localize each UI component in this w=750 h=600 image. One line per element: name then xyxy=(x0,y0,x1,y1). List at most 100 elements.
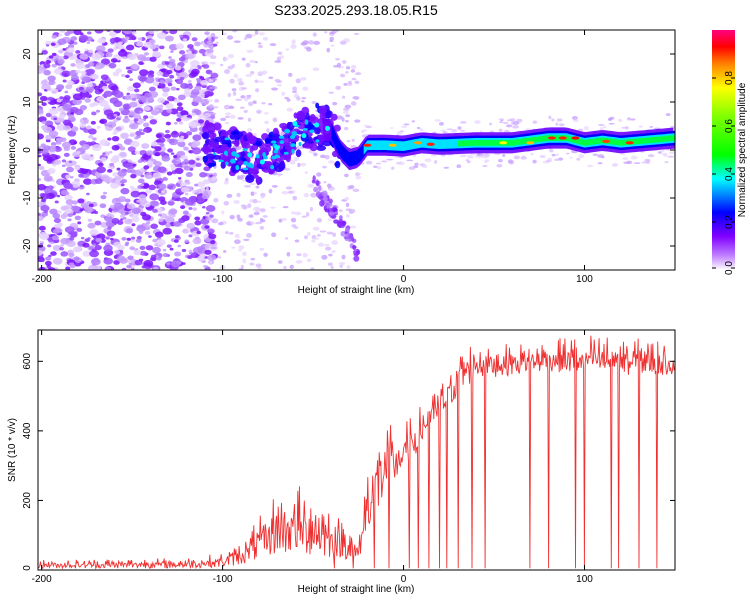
noise-speckle xyxy=(290,217,297,223)
noise-speckle xyxy=(109,237,114,241)
noise-speckle xyxy=(184,239,190,243)
ridge-core-blob xyxy=(270,140,277,144)
ridge-blob xyxy=(215,147,223,154)
noise-speckle xyxy=(512,125,520,129)
noise-speckle xyxy=(376,166,382,170)
noise-speckle xyxy=(599,127,604,131)
noise-speckle xyxy=(157,63,165,70)
noise-speckle xyxy=(98,99,109,107)
noise-speckle xyxy=(156,32,167,40)
noise-speckle xyxy=(45,260,52,266)
noise-speckle xyxy=(156,256,162,261)
noise-speckle xyxy=(107,168,113,173)
noise-speckle xyxy=(249,59,256,64)
colorbar: 0.0 0.2 0.4 0.6 0.8 Normalized spectral ampl… xyxy=(712,30,748,275)
noise-speckle xyxy=(38,154,42,158)
noise-speckle xyxy=(242,258,247,264)
noise-speckle xyxy=(159,151,167,156)
noise-speckle xyxy=(170,50,174,53)
spectrogram-y-label: Frequency (Hz) xyxy=(7,116,18,185)
noise-speckle xyxy=(355,175,362,180)
noise-speckle xyxy=(411,120,415,123)
noise-speckle xyxy=(206,35,212,39)
spur-blob xyxy=(337,222,343,226)
noise-speckle xyxy=(81,143,90,151)
noise-speckle xyxy=(166,69,173,75)
noise-speckle xyxy=(165,121,172,126)
colorbar-tick-label: 0.0 xyxy=(724,261,735,275)
noise-speckle xyxy=(94,178,103,185)
noise-speckle xyxy=(225,231,229,235)
noise-speckle xyxy=(164,61,170,65)
noise-speckle xyxy=(38,178,42,182)
noise-speckle xyxy=(237,175,241,180)
noise-speckle xyxy=(125,74,130,79)
noise-speckle xyxy=(304,235,308,240)
noise-speckle xyxy=(328,91,334,94)
x-tick-label: 100 xyxy=(576,274,593,285)
noise-speckle xyxy=(48,130,59,138)
noise-speckle xyxy=(177,244,182,248)
noise-speckle xyxy=(188,207,193,210)
noise-speckle xyxy=(399,130,405,133)
noise-speckle xyxy=(116,220,124,225)
snr-y-label: SNR (10 * v/v) xyxy=(7,418,18,482)
noise-speckle xyxy=(110,85,119,92)
x-tick-label: -200 xyxy=(32,574,52,585)
noise-speckle xyxy=(233,200,240,204)
noise-speckle xyxy=(124,218,133,225)
noise-speckle xyxy=(380,160,388,163)
noise-speckle xyxy=(243,37,248,40)
ridge-core-blob xyxy=(315,139,320,143)
noise-speckle xyxy=(209,47,214,50)
spur-blob xyxy=(313,186,319,193)
noise-speckle xyxy=(170,260,181,268)
noise-speckle xyxy=(205,216,212,221)
noise-speckle xyxy=(196,78,201,81)
noise-speckle xyxy=(434,119,441,122)
spur-blob xyxy=(344,227,350,232)
noise-speckle xyxy=(247,117,252,122)
noise-speckle xyxy=(178,57,186,62)
noise-speckle xyxy=(250,71,255,75)
ridge-blob xyxy=(207,126,216,134)
noise-speckle xyxy=(254,30,259,35)
noise-speckle xyxy=(277,172,282,177)
spur-blob xyxy=(340,230,347,237)
noise-speckle xyxy=(60,237,70,245)
noise-speckle xyxy=(53,159,62,165)
noise-speckle xyxy=(338,209,343,212)
noise-speckle xyxy=(129,101,138,108)
noise-speckle xyxy=(46,87,52,92)
noise-speckle xyxy=(556,118,563,122)
snr-x-label: Height of straight line (km) xyxy=(298,584,415,595)
noise-speckle xyxy=(324,154,330,160)
noise-speckle xyxy=(290,44,297,49)
noise-speckle xyxy=(126,203,136,210)
noise-speckle xyxy=(442,131,448,134)
noise-speckle xyxy=(285,48,290,51)
noise-speckle xyxy=(128,210,132,214)
y-tick-label: 600 xyxy=(22,353,33,370)
spur-blob xyxy=(312,175,316,182)
noise-speckle xyxy=(285,186,293,190)
noise-speckle xyxy=(302,86,309,91)
noise-speckle xyxy=(157,183,167,190)
noise-speckle xyxy=(243,238,250,241)
noise-speckle xyxy=(192,237,202,245)
noise-speckle xyxy=(63,55,69,60)
noise-speckle xyxy=(194,220,202,226)
noise-speckle xyxy=(76,151,81,155)
noise-speckle xyxy=(210,72,219,79)
noise-speckle xyxy=(187,50,192,55)
noise-speckle xyxy=(97,162,104,167)
noise-speckle xyxy=(194,41,201,47)
noise-speckle xyxy=(350,64,357,70)
noise-speckle xyxy=(132,163,137,167)
spur-blob xyxy=(315,191,322,198)
noise-speckle xyxy=(200,79,208,86)
ridge-core-blob xyxy=(309,129,315,134)
noise-speckle xyxy=(207,254,217,261)
noise-speckle xyxy=(291,39,296,45)
